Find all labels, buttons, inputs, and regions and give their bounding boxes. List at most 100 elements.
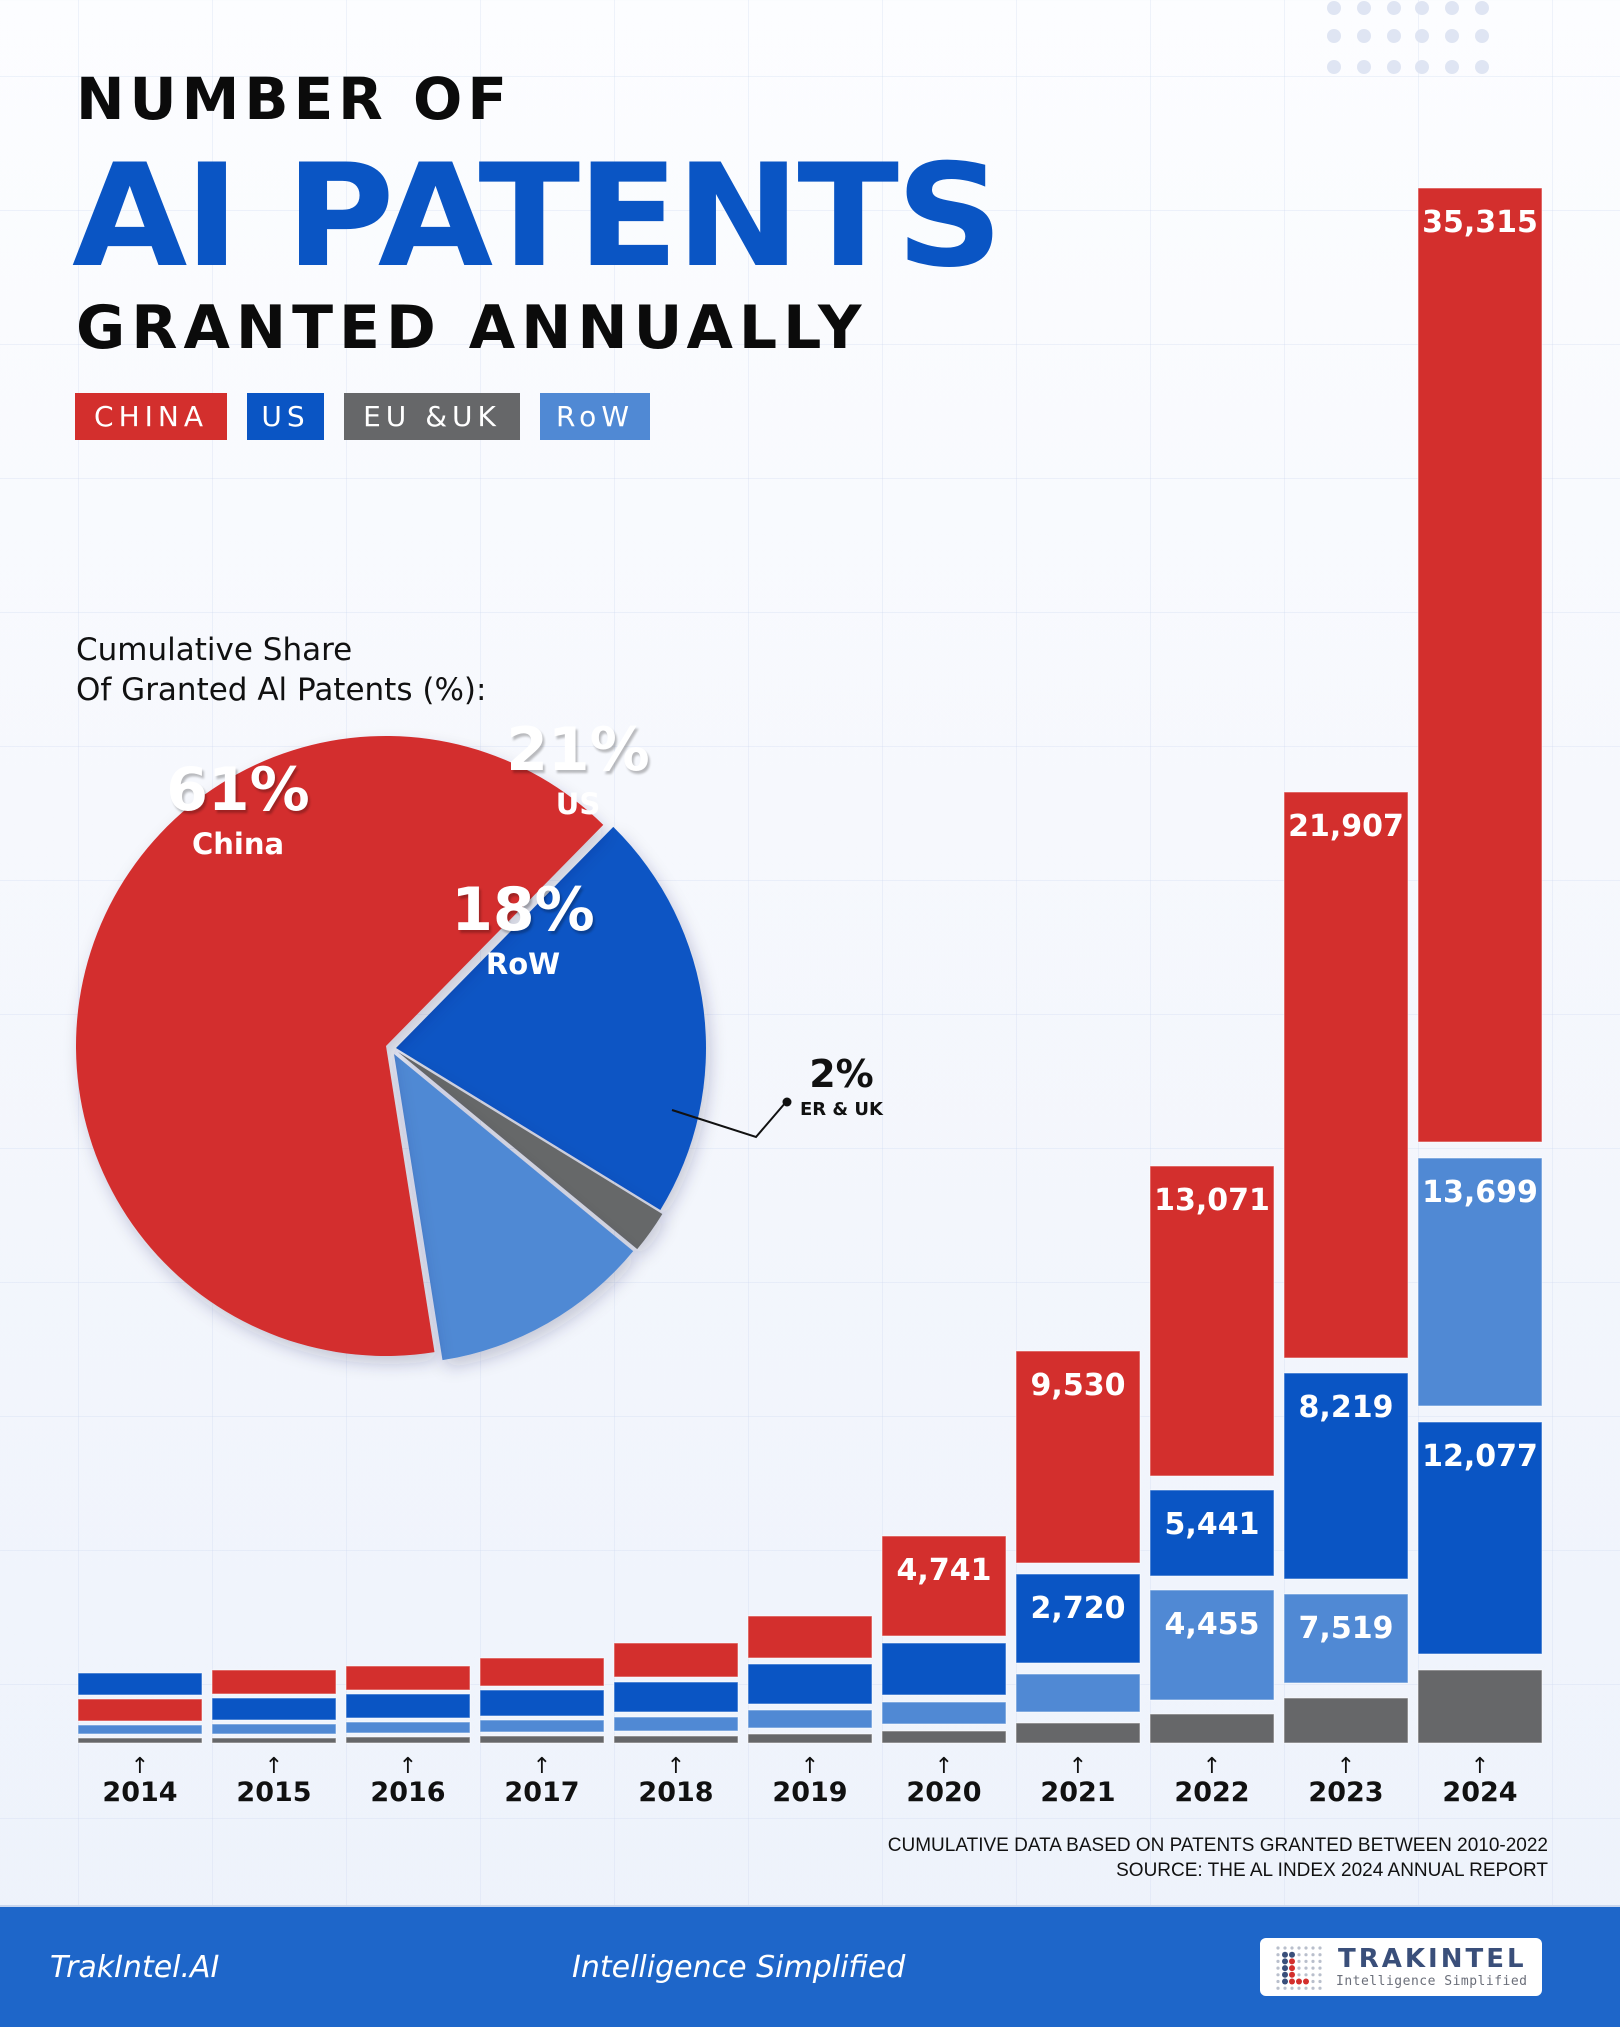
decorative-dot	[1327, 1, 1341, 15]
logo-dot	[1311, 1979, 1315, 1984]
bar-value-label-2022-row: 4,455	[1165, 1607, 1260, 1642]
bar-segment-2023-us	[1283, 1372, 1409, 1580]
bar-segment-2021-eu-uk	[1015, 1722, 1141, 1744]
bar-value-label-2023-us: 8,219	[1299, 1390, 1394, 1425]
footer-site-link[interactable]: TrakIntel.AI	[50, 1950, 220, 1985]
logo-dot	[1276, 1986, 1280, 1990]
bar-segment-2017-eu-uk	[479, 1735, 605, 1744]
decorative-dot	[1475, 1, 1489, 15]
title-line-3: GRANTED ANNUALLY	[76, 293, 868, 363]
pie-slice-china	[76, 736, 604, 1356]
logo-dot	[1311, 1973, 1315, 1977]
pie-chart: 61%China 21%US 18%RoW	[76, 715, 792, 1361]
bar-segment-2022-row	[1149, 1589, 1275, 1701]
bar-segment-2017-china	[479, 1657, 605, 1687]
up-arrow-icon: ↑	[1471, 1754, 1489, 1779]
decorative-dot	[1415, 1, 1429, 15]
bar-segment-2014-row	[77, 1724, 203, 1735]
logo-dot	[1297, 1986, 1301, 1990]
decorative-dot	[1387, 29, 1401, 43]
decorative-dot	[1357, 29, 1371, 43]
logo-dot	[1297, 1946, 1301, 1950]
logo-dot	[1304, 1946, 1308, 1950]
logo-dot	[1283, 1986, 1287, 1990]
bar-value-label-2023-china: 21,907	[1288, 809, 1404, 844]
logo-dot	[1297, 1973, 1301, 1977]
x-tick-label-2018: 2018	[638, 1777, 713, 1808]
logo-dot	[1297, 1953, 1301, 1957]
pie-slice-eu-uk	[398, 1052, 663, 1250]
decorative-dot	[1475, 60, 1489, 74]
logo-dot	[1318, 1986, 1322, 1990]
pie-slice-row	[394, 1054, 634, 1361]
title-line-2: AI PATENTS	[72, 134, 1003, 299]
bar-segment-2020-eu-uk	[881, 1730, 1007, 1744]
logo-dot	[1276, 1946, 1280, 1950]
logo-name: TRAKINTEL	[1338, 1944, 1527, 1974]
pie-title-line-1: Cumulative Share	[76, 632, 353, 668]
bar-value-label-2021-china: 9,530	[1031, 1368, 1126, 1403]
callout-leader-line	[671, 1101, 787, 1139]
logo-dot	[1304, 1959, 1308, 1963]
bar-segment-2023-china	[1283, 791, 1409, 1359]
bar-segment-2019-eu-uk	[747, 1733, 873, 1744]
x-tick-label-2014: 2014	[102, 1777, 177, 1808]
logo-dot	[1276, 1979, 1280, 1984]
bar-segment-2023-eu-uk	[1283, 1697, 1409, 1744]
up-arrow-icon: ↑	[935, 1754, 953, 1779]
bar-segment-2022-eu-uk	[1149, 1713, 1275, 1744]
bar-segment-2014-us	[77, 1672, 203, 1696]
decorative-dot	[1387, 1, 1401, 15]
legend-item-china: CHINA	[75, 393, 227, 440]
bar-segment-2024-row	[1417, 1157, 1543, 1407]
logo-dot	[1283, 1946, 1287, 1950]
trakintel-logo: TRAKINTEL Intelligence Simplified	[1260, 1938, 1542, 1996]
bar-value-label-2024-china: 35,315	[1422, 205, 1538, 240]
bar-segment-2017-row	[479, 1719, 605, 1733]
bar-segment-2022-china	[1149, 1165, 1275, 1477]
bar-segment-2016-row	[345, 1721, 471, 1734]
bar-segment-2021-china	[1015, 1350, 1141, 1564]
footnote-source: SOURCE: THE AL INDEX 2024 ANNUAL REPORT	[1116, 1860, 1548, 1881]
bar-value-label-2022-us: 5,441	[1165, 1507, 1260, 1542]
x-tick-label-2020: 2020	[906, 1777, 981, 1808]
x-tick-label-2016: 2016	[370, 1777, 445, 1808]
logo-dot	[1311, 1953, 1315, 1957]
bar-segment-2019-china	[747, 1615, 873, 1659]
bar-value-label-2024-us: 12,077	[1422, 1439, 1538, 1474]
x-tick-label-2023: 2023	[1308, 1777, 1383, 1808]
x-tick-label-2022: 2022	[1174, 1777, 1249, 1808]
logo-dot	[1290, 1986, 1294, 1990]
logo-dot	[1303, 1978, 1309, 1985]
bar-segment-2018-china	[613, 1642, 739, 1678]
logo-dot	[1289, 1951, 1295, 1958]
pie-value-label-us: 21%	[506, 715, 650, 785]
legend-item-row: RoW	[540, 393, 650, 440]
logo-dot	[1282, 1965, 1288, 1972]
bar-segment-2014-china	[77, 1698, 203, 1722]
bar-value-label-2023-row: 7,519	[1299, 1611, 1394, 1646]
logo-dot	[1304, 1953, 1308, 1957]
bar-segment-2016-china	[345, 1665, 471, 1691]
logo-dot	[1282, 1951, 1288, 1958]
decorative-dot	[1475, 29, 1489, 43]
bar-segment-2017-us	[479, 1689, 605, 1717]
up-arrow-icon: ↑	[801, 1754, 819, 1779]
logo-dot	[1318, 1979, 1322, 1984]
bar-value-label-2022-china: 13,071	[1154, 1183, 1270, 1218]
logo-dot	[1276, 1973, 1280, 1977]
logo-dot	[1304, 1986, 1308, 1990]
x-tick-label-2024: 2024	[1442, 1777, 1517, 1808]
bar-segment-2015-us	[211, 1697, 337, 1721]
logo-dot	[1318, 1966, 1322, 1970]
decorative-dot	[1445, 29, 1459, 43]
logo-dot	[1318, 1953, 1322, 1957]
decorative-dot	[1357, 1, 1371, 15]
logo-dot	[1276, 1959, 1280, 1963]
logo-dot	[1282, 1971, 1288, 1978]
logo-dot	[1318, 1946, 1322, 1950]
bar-segment-2015-china	[211, 1669, 337, 1695]
logo-dot	[1282, 1978, 1288, 1985]
bar-value-label-2021-us: 2,720	[1031, 1591, 1126, 1626]
bar-segment-2024-china	[1417, 187, 1543, 1143]
